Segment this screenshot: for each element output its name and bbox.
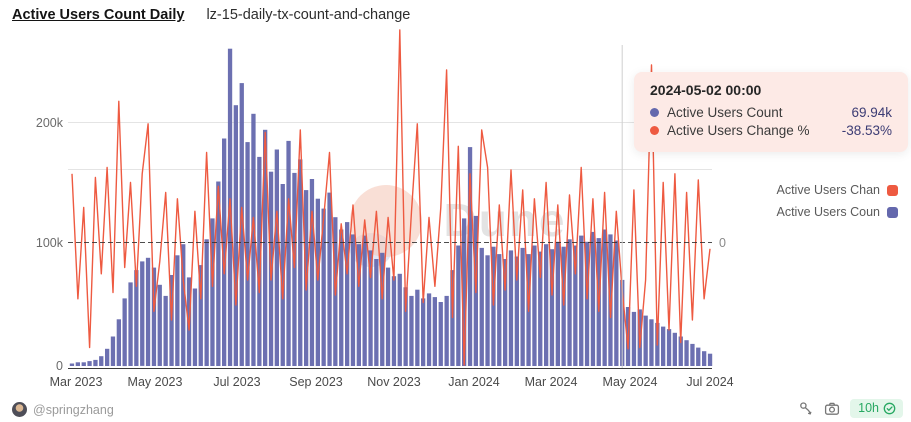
- y-tick-200k: 200k: [36, 116, 64, 130]
- chart-subtitle: lz-15-daily-tx-count-and-change: [206, 7, 411, 23]
- refresh-age-text: 10h: [858, 401, 879, 415]
- tooltip-row-change: Active Users Change % -38.53%: [650, 123, 892, 138]
- legend-count-label: Active Users Coun: [776, 205, 880, 219]
- x-axis-labels: Mar 2023 May 2023 Jul 2023 Sep 2023 Nov …: [50, 375, 734, 389]
- x-tick-jul-2024: Jul 2024: [686, 375, 733, 389]
- chart-header: Active Users Count Daily lz-15-daily-tx-c…: [12, 6, 410, 24]
- legend-count-swatch: [887, 206, 898, 218]
- tooltip-row-count: Active Users Count 69.94k: [650, 105, 892, 120]
- x-tick-jul-2023: Jul 2023: [213, 375, 260, 389]
- check-circle-icon: [883, 402, 896, 414]
- camera-icon[interactable]: [824, 401, 840, 417]
- author-avatar: [12, 402, 27, 417]
- tooltip-count-value: 69.94k: [851, 105, 892, 120]
- legend-item-count[interactable]: Active Users Coun: [776, 205, 898, 219]
- legend-change-swatch: [887, 184, 898, 196]
- y-tick-0: 0: [56, 359, 63, 373]
- legend-item-change[interactable]: Active Users Chan: [776, 183, 898, 197]
- refresh-age-badge[interactable]: 10h: [850, 399, 903, 418]
- x-tick-nov-2023: Nov 2023: [367, 375, 421, 389]
- fork-icon[interactable]: [798, 401, 814, 417]
- line-active-users-change-pct: [71, 29, 711, 366]
- chart-tooltip: 2024-05-02 00:00 Active Users Count 69.9…: [634, 72, 908, 152]
- chart-legend: Active Users Chan Active Users Coun: [776, 183, 898, 227]
- tooltip-date: 2024-05-02 00:00: [650, 82, 762, 98]
- x-tick-may-2024: May 2024: [603, 375, 658, 389]
- tooltip-change-value: -38.53%: [841, 123, 892, 138]
- x-tick-sep-2023: Sep 2023: [289, 375, 343, 389]
- y-tick-100k: 100k: [36, 236, 64, 250]
- x-tick-jan-2024: Jan 2024: [448, 375, 499, 389]
- x-tick-mar-2024: Mar 2024: [525, 375, 578, 389]
- y-axis-left-labels: 0 100k 200k: [36, 116, 64, 373]
- change-series-dot: [650, 126, 659, 135]
- tooltip-count-label: Active Users Count: [667, 105, 783, 120]
- author-credit[interactable]: @springzhang: [12, 402, 114, 417]
- gridlines: [68, 122, 712, 170]
- chart-title-link[interactable]: Active Users Count Daily: [12, 7, 185, 23]
- count-series-dot: [650, 108, 659, 117]
- y-axis-right-zero-label: 0: [719, 236, 726, 250]
- x-tick-may-2023: May 2023: [128, 375, 183, 389]
- author-handle: @springzhang: [33, 402, 114, 417]
- tooltip-change-label: Active Users Change %: [667, 123, 810, 138]
- legend-change-label: Active Users Chan: [776, 183, 880, 197]
- x-tick-mar-2023: Mar 2023: [50, 375, 103, 389]
- chart-actions: 10h: [798, 399, 903, 418]
